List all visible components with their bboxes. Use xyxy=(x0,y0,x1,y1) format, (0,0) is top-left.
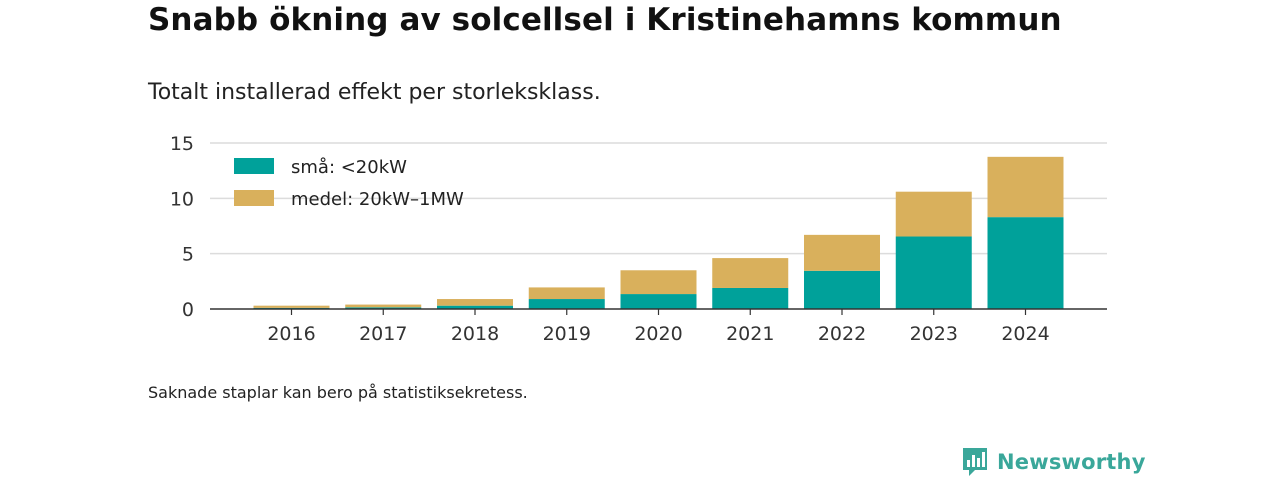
x-tick-label: 2018 xyxy=(451,323,499,345)
legend-label: små: <20kW xyxy=(291,157,407,178)
x-axis-ticks: 2016 2017 2018 2019 2020 2021 2022 2023 2024 xyxy=(267,309,1050,345)
brand: Newsworthy xyxy=(961,446,1146,478)
bar-segment xyxy=(528,299,605,309)
bar-segment xyxy=(712,258,789,288)
x-tick-label: 2022 xyxy=(818,323,866,345)
chart-title: Snabb ökning av solcellsel i Kristineham… xyxy=(148,2,1062,38)
bar-segment xyxy=(895,236,972,309)
y-tick-label: 5 xyxy=(182,244,194,266)
footnote: Saknade staplar kan bero på statistiksek… xyxy=(148,383,528,402)
y-axis-ticks: 0 5 10 15 xyxy=(170,133,194,321)
bar-segment xyxy=(987,156,1064,218)
bar-segment xyxy=(620,270,697,295)
chart-subtitle: Totalt installerad effekt per storlekskl… xyxy=(148,80,601,105)
brand-name: Newsworthy xyxy=(997,450,1146,474)
bar-segment xyxy=(253,305,330,308)
y-tick-label: 0 xyxy=(182,299,194,321)
bar-segment xyxy=(437,299,513,306)
legend-swatch xyxy=(234,158,274,174)
x-tick-label: 2016 xyxy=(267,323,315,345)
bar-segment xyxy=(437,305,513,309)
x-tick-label: 2024 xyxy=(1001,323,1049,345)
x-tick-label: 2021 xyxy=(726,323,774,345)
y-tick-label: 10 xyxy=(170,188,194,210)
x-tick-label: 2019 xyxy=(543,323,591,345)
bar-segment xyxy=(345,307,422,309)
legend-label: medel: 20kW–1MW xyxy=(291,189,464,210)
bar-segment xyxy=(804,234,880,271)
bar-segment xyxy=(987,217,1064,309)
bar-segment xyxy=(345,304,422,308)
y-tick-label: 15 xyxy=(170,133,194,155)
x-tick-label: 2023 xyxy=(910,323,958,345)
legend-swatch xyxy=(234,190,274,206)
x-tick-label: 2020 xyxy=(634,323,682,345)
legend: små: <20kW medel: 20kW–1MW xyxy=(234,157,464,210)
x-tick-label: 2017 xyxy=(359,323,407,345)
bar-segment xyxy=(620,294,697,309)
bar-segment xyxy=(804,270,880,309)
bar-segment xyxy=(528,287,605,300)
newsworthy-logo-icon xyxy=(963,448,987,476)
bar-segment xyxy=(712,287,789,309)
bar-segment xyxy=(895,191,972,237)
bars xyxy=(253,156,1064,309)
